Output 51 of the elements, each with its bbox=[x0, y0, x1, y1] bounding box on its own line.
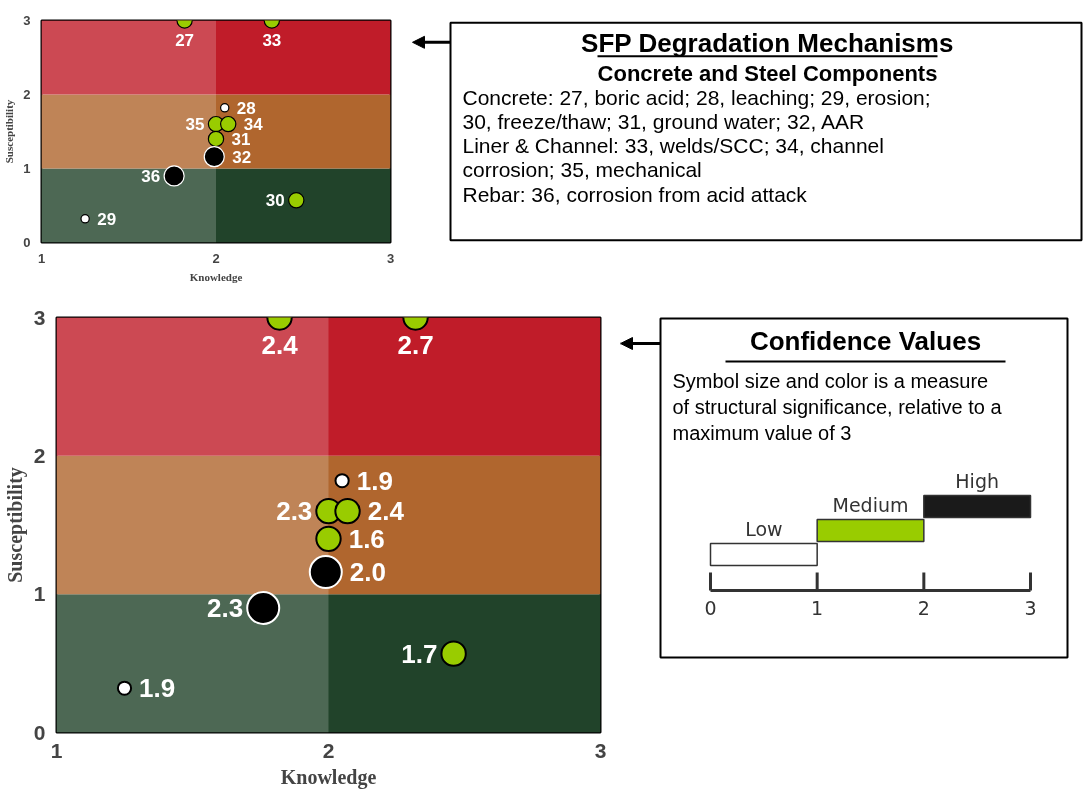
y-tick-label: 3 bbox=[33, 305, 46, 329]
chart-title: Confidence Values bbox=[749, 325, 982, 356]
annotation: 35 bbox=[185, 115, 205, 135]
text: SFP Degradation Mechanisms bbox=[581, 28, 954, 59]
y-tick-label: 0 bbox=[33, 720, 46, 744]
annotation: 2.4 bbox=[261, 329, 299, 360]
text: maximum value of 3 bbox=[672, 421, 852, 444]
text: 30, freeze/thaw; 31, ground water; 32, AAR bbox=[462, 110, 865, 134]
x-tick-label: 2 bbox=[322, 738, 335, 762]
annotation: 2.7 bbox=[397, 329, 434, 360]
text: corrosion; 35, mechanical bbox=[462, 158, 702, 182]
y-tick-label: 1 bbox=[23, 161, 31, 176]
x-tick-label: 3 bbox=[386, 250, 395, 266]
text: High bbox=[955, 469, 999, 492]
annotation: 29 bbox=[97, 209, 117, 229]
y-tick-label: 2 bbox=[23, 87, 31, 102]
x-tick-label: 2 bbox=[212, 250, 220, 266]
annotation: 33 bbox=[262, 31, 282, 51]
text: Liner & Channel: 33, welds/SCC; 34, channel bbox=[462, 134, 884, 158]
annotation: 36 bbox=[141, 166, 161, 186]
y-tick-label: 3 bbox=[23, 13, 31, 28]
annotation: 31 bbox=[231, 129, 251, 149]
y-tick-label: 0 bbox=[23, 235, 31, 250]
text: Concrete: 27, boric acid; 28, leaching; 29, erosion; bbox=[462, 85, 931, 109]
annotation: 1.9 bbox=[139, 673, 176, 704]
annotation: 2.3 bbox=[276, 496, 313, 527]
annotation: 28 bbox=[236, 98, 256, 118]
y-axis-title: Susceptibility bbox=[3, 467, 27, 583]
x-axis-title: Knowledge bbox=[189, 270, 243, 283]
x-axis-title: Knowledge bbox=[280, 765, 377, 789]
x-tick-label: 0 bbox=[704, 596, 717, 619]
text: Concrete and Steel Components bbox=[597, 61, 938, 87]
annotation: 27 bbox=[175, 31, 195, 51]
x-tick-label: 3 bbox=[594, 738, 607, 762]
annotation: Low bbox=[745, 517, 783, 540]
annotation: 32 bbox=[232, 147, 252, 167]
y-tick-label: 2 bbox=[33, 443, 46, 467]
annotation: 2.0 bbox=[349, 557, 386, 588]
x-tick-label: 3 bbox=[1024, 596, 1037, 619]
annotation: 1.9 bbox=[356, 465, 393, 496]
x-tick-label: 1 bbox=[811, 596, 824, 619]
annotation: 30 bbox=[265, 191, 285, 211]
annotation: 1.7 bbox=[401, 638, 438, 669]
text: of structural significance, relative to a bbox=[672, 395, 1003, 418]
y-axis-title: Susceptibility bbox=[3, 99, 16, 164]
text: Rebar: 36, corrosion from acid attack bbox=[462, 182, 808, 206]
x-tick-label: 1 bbox=[50, 738, 63, 762]
annotation: 2.3 bbox=[207, 593, 244, 623]
x-tick-label: 2 bbox=[917, 596, 930, 619]
annotation: Medium bbox=[832, 493, 909, 516]
text: Symbol size and color is a measure bbox=[672, 369, 989, 392]
